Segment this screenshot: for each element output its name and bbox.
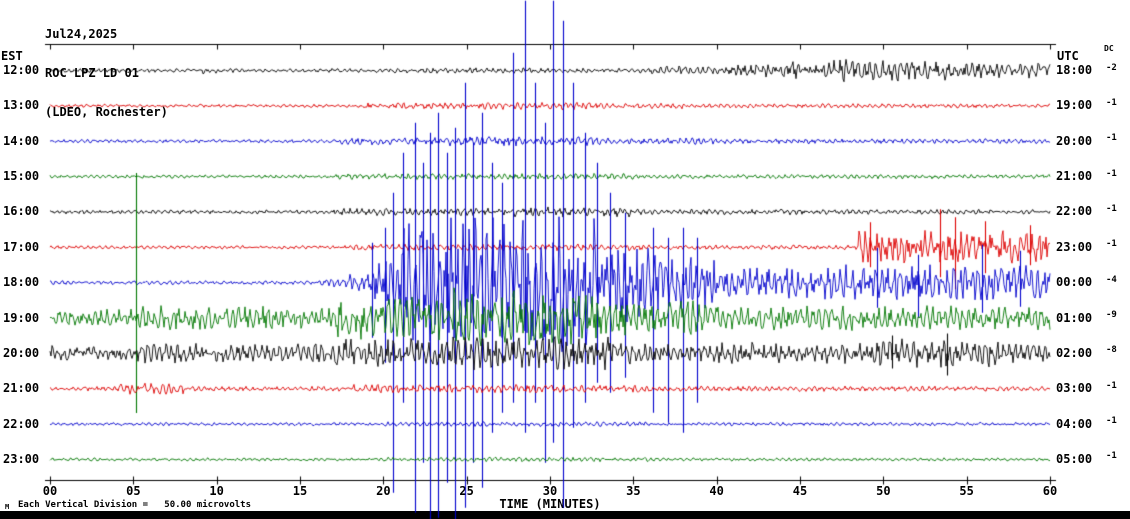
row-label-est: 12:00 — [3, 63, 40, 77]
row-dc-value: -4 — [1106, 274, 1117, 285]
row-label-utc: 02:00 — [1056, 345, 1093, 360]
row-label-utc: 19:00 — [1056, 98, 1093, 113]
row-label-est: 21:00 — [3, 381, 40, 396]
x-tick-label: 25 — [459, 484, 474, 498]
row-dc-value: -1 — [1106, 168, 1117, 179]
row-label-est: 19:00 — [3, 310, 40, 325]
x-tick-label: 20 — [376, 484, 391, 498]
row-dc-value: -8 — [1106, 345, 1117, 356]
row-dc-value: -1 — [1106, 416, 1117, 427]
row-label-est: 16:00 — [3, 204, 40, 219]
row-label-est: 20:00 — [3, 345, 40, 360]
row-label-utc: 20:00 — [1056, 133, 1093, 148]
header-station: ROC LPZ LD 01 — [45, 66, 139, 80]
row-dc-value: -1 — [1106, 451, 1117, 462]
row-dc-value: -1 — [1106, 133, 1117, 144]
row-dc-value: -1 — [1106, 380, 1117, 391]
row-dc-value: -2 — [1106, 62, 1117, 73]
x-tick-label: 55 — [959, 484, 974, 498]
x-tick-label: 05 — [126, 484, 141, 498]
row-label-est: 22:00 — [3, 416, 40, 431]
row-label-utc: 21:00 — [1056, 169, 1093, 184]
header: Jul24,2025 ROC LPZ LD 01 (LDEO, Rocheste… — [45, 2, 168, 145]
x-tick-label: 15 — [292, 484, 308, 498]
row-label-utc: 01:00 — [1056, 310, 1093, 325]
header-location: (LDEO, Rochester) — [45, 105, 168, 119]
row-dc-value: -1 — [1106, 239, 1117, 250]
row-label-utc: 00:00 — [1056, 275, 1093, 290]
row-label-est: 14:00 — [3, 133, 40, 148]
bottom-bar — [0, 511, 1130, 519]
x-tick-label: 40 — [709, 484, 724, 498]
row-dc-value: -1 — [1106, 203, 1117, 214]
x-tick-label: 30 — [542, 484, 558, 498]
x-tick-label: 45 — [792, 484, 808, 498]
row-label-est: 23:00 — [3, 451, 40, 466]
row-label-est: 17:00 — [3, 239, 40, 254]
row-label-utc: 05:00 — [1056, 451, 1093, 466]
x-tick-label: 50 — [876, 484, 891, 498]
row-dc-value: -1 — [1106, 97, 1117, 108]
scale-note: Each Vertical Division = 50.00 microvolt… — [18, 500, 251, 510]
left-timezone-label: EST — [1, 49, 23, 63]
x-tick-label: 10 — [209, 484, 224, 498]
row-label-utc: 23:00 — [1056, 239, 1093, 254]
x-tick-label: 00 — [42, 484, 58, 498]
row-label-utc: 04:00 — [1056, 416, 1093, 431]
row-label-utc: 03:00 — [1056, 381, 1093, 396]
row-label-est: 13:00 — [3, 98, 40, 113]
row-label-utc: 18:00 — [1056, 63, 1093, 77]
header-date: Jul24,2025 — [45, 27, 118, 41]
dc-column-label: DC — [1104, 44, 1114, 53]
row-label-utc: 22:00 — [1056, 204, 1093, 219]
watermark-glyph: M — [5, 503, 10, 511]
row-dc-value: -9 — [1106, 310, 1117, 321]
right-timezone-label: UTC — [1057, 49, 1079, 63]
x-tick-label: 60 — [1042, 484, 1058, 498]
row-label-est: 15:00 — [3, 169, 40, 184]
row-label-est: 18:00 — [3, 275, 40, 290]
x-tick-label: 35 — [626, 484, 641, 498]
